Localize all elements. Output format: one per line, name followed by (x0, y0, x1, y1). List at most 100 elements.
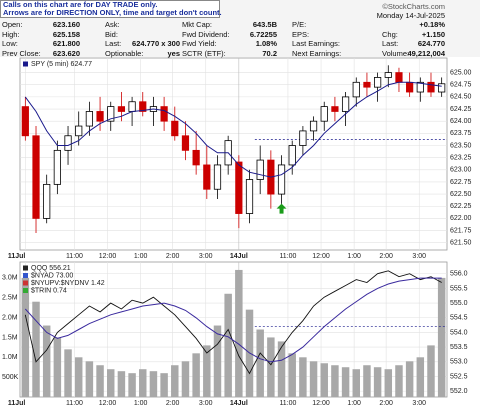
info-value: 625.158 (52, 29, 80, 39)
info-label: Last: (382, 39, 399, 48)
volume-bar (331, 365, 339, 397)
info-label: SCTR (ETF): (182, 48, 226, 58)
volume-bar (128, 373, 136, 397)
info-value: 624.770 (417, 39, 445, 48)
volume-bar (405, 361, 414, 397)
volume-bar (181, 361, 190, 397)
volume-bar (74, 357, 83, 397)
brand: ©StockCharts.com (382, 2, 445, 11)
x-tick-label: 3:00 (412, 253, 426, 260)
x-tick-label: 14Jul (230, 253, 248, 260)
info-label: P/E: (292, 20, 307, 29)
info-value: +1.150 (421, 29, 445, 39)
x-tick-label: 3:00 (199, 400, 213, 406)
info-label: EPS: (292, 29, 310, 39)
volume-bar (267, 337, 275, 397)
volume-bar (171, 365, 179, 397)
legend-swatch (23, 280, 28, 286)
legend-label: $NYAD 73.00 (31, 272, 73, 279)
x-tick-label: 1:00 (347, 400, 361, 406)
candle-body (363, 81, 371, 88)
info-label: Last: (105, 39, 122, 48)
y2-tick-label: 500K (2, 374, 19, 381)
y-tick-label: 554.5 (450, 315, 468, 322)
y-tick-label: 554.0 (450, 329, 468, 336)
y-tick-label: 622.00 (450, 215, 472, 222)
y-tick-label: 621.50 (450, 240, 472, 247)
y-tick-label: 553.5 (450, 344, 468, 351)
y-tick-label: 624.00 (450, 118, 472, 125)
candle-body (117, 106, 126, 112)
info-value: 623.160 (52, 20, 80, 29)
volume-bar (384, 369, 393, 397)
y-tick-label: 622.50 (450, 191, 472, 198)
candle-body (320, 106, 328, 122)
y-tick-label: 622.75 (450, 179, 472, 186)
candle-body (64, 135, 72, 151)
y-tick-label: 623.25 (450, 154, 472, 161)
y2-tick-label: 1.5M (2, 334, 18, 341)
candle-body (331, 106, 339, 112)
candle-body (32, 135, 40, 219)
info-label: Fwd Yield: (182, 39, 217, 48)
info-label: Last Earnings: (292, 39, 340, 48)
x-tick-label: 12:00 (312, 253, 330, 260)
candle-body (181, 135, 190, 151)
x-tick-label: 12:00 (99, 400, 117, 406)
candle-body (288, 145, 296, 166)
volume-bar (213, 325, 222, 397)
volume-bar (85, 361, 94, 397)
x-tick-label: 1:00 (134, 253, 148, 260)
candle-body (406, 81, 414, 93)
x-tick-label: 11:00 (66, 253, 83, 260)
volume-bar (53, 337, 62, 397)
volume-bar (363, 365, 371, 397)
info-label: High: (2, 29, 20, 39)
x-tick-label: 12:00 (312, 400, 330, 406)
candle-body (213, 164, 222, 190)
legend-swatch (23, 61, 28, 67)
volume-bar (320, 363, 328, 397)
info-value: 1.08% (255, 39, 277, 48)
info-value: +0.18% (419, 20, 445, 29)
y-tick-label: 621.75 (450, 227, 472, 234)
candle-body (341, 96, 350, 112)
x-tick-label: 2:00 (166, 400, 180, 406)
y-tick-label: 623.50 (450, 142, 472, 149)
y-tick-label: 553.0 (450, 359, 468, 366)
y2-tick-label: 3.0M (2, 275, 18, 282)
x-tick-label: 2:00 (379, 400, 393, 406)
y-tick-label: 552.0 (450, 388, 468, 395)
x-tick-label: 14Jul (230, 400, 248, 406)
y-tick-label: 623.75 (450, 130, 472, 137)
volume-bar (277, 341, 286, 397)
volume-bar (373, 367, 382, 397)
info-label: Bid: (105, 29, 118, 39)
plot-area (19, 57, 448, 251)
x-tick-label: 11Jul (8, 400, 26, 406)
y-tick-label: 623.00 (450, 167, 472, 174)
volume-bar (21, 277, 30, 397)
x-tick-label: 11:00 (279, 253, 296, 260)
series-line (24, 270, 442, 375)
x-tick-label: 1:00 (347, 253, 361, 260)
x-tick-label: 3:00 (412, 400, 426, 406)
info-label: Prev Close: (2, 48, 41, 58)
legend-label: $TRIN 0.74 (31, 287, 67, 294)
candle-body (299, 130, 307, 146)
legend-label: QQQ 556.21 (31, 265, 71, 272)
x-tick-label: 11Jul (8, 253, 26, 260)
candle-body (256, 159, 264, 180)
volume-bar (395, 365, 403, 397)
legend-swatch (23, 265, 28, 271)
legend-swatch (23, 273, 28, 278)
candle-body (43, 183, 51, 219)
volume-bar (192, 353, 200, 397)
info-value: 643.5B (252, 20, 277, 29)
info-label: Fwd Dividend: (182, 29, 230, 39)
candle-body (309, 120, 318, 132)
volume-bar (107, 369, 115, 397)
x-tick-label: 2:00 (166, 253, 180, 260)
